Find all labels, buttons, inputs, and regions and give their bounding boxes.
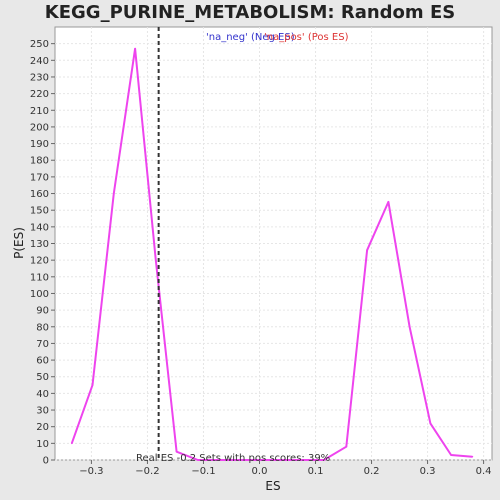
y-tick-label: 180 xyxy=(30,156,49,167)
y-tick-label: 150 xyxy=(30,206,49,217)
y-tick-label: 160 xyxy=(30,189,49,200)
x-tick-label: 0.1 xyxy=(308,466,324,477)
y-tick-label: 10 xyxy=(36,439,49,450)
y-tick-label: 20 xyxy=(36,422,49,433)
y-axis: 0 10 20 30 40 50 60 70 80 90 100 110 120 130 140 150 160… xyxy=(30,39,55,467)
legend-neg: 'na_neg' (Neg ES) xyxy=(206,32,295,43)
data-point xyxy=(408,325,411,328)
y-tick-label: 30 xyxy=(36,406,49,417)
data-point xyxy=(155,259,157,261)
x-axis-label: ES xyxy=(265,479,280,493)
data-point xyxy=(429,422,432,425)
data-point xyxy=(471,455,474,458)
y-tick-label: 90 xyxy=(36,306,49,317)
y-tick-label: 220 xyxy=(30,89,49,100)
y-tick-label: 240 xyxy=(30,56,49,67)
data-point xyxy=(323,459,325,461)
data-point xyxy=(450,454,452,456)
data-point xyxy=(387,201,390,203)
data-point xyxy=(175,450,178,453)
y-tick-label: 60 xyxy=(36,356,49,367)
x-tick-label: −0.1 xyxy=(191,466,215,477)
x-tick-label: −0.2 xyxy=(135,466,159,477)
data-point xyxy=(91,384,94,386)
y-tick-label: 100 xyxy=(30,289,49,300)
data-point xyxy=(134,47,136,50)
y-tick-label: 190 xyxy=(30,139,49,150)
y-tick-label: 170 xyxy=(30,172,49,183)
y-tick-label: 50 xyxy=(36,372,49,383)
data-point xyxy=(345,445,348,448)
series-group xyxy=(70,47,474,461)
data-point xyxy=(197,459,199,461)
y-tick-label: 130 xyxy=(30,239,49,250)
data-point xyxy=(113,192,115,195)
y-tick-label: 230 xyxy=(30,72,49,83)
y-tick-label: 70 xyxy=(36,339,49,350)
y-axis-label: P(ES) xyxy=(12,227,26,259)
legend-pos: 'na_pos' (Pos ES) xyxy=(264,32,349,43)
y-tick-label: 140 xyxy=(30,222,49,233)
data-point xyxy=(366,249,368,251)
y-tick-label: 40 xyxy=(36,389,49,400)
y-tick-label: 110 xyxy=(30,272,49,283)
data-point xyxy=(71,442,73,445)
y-tick-label: 0 xyxy=(43,456,49,467)
x-tick-label: 0.0 xyxy=(252,466,268,477)
y-tick-label: 120 xyxy=(30,256,49,267)
y-tick-label: 80 xyxy=(36,322,49,333)
y-tick-label: 200 xyxy=(30,122,49,133)
y-tick-label: 210 xyxy=(30,106,49,117)
annotation-text: Real ES -0.2 Sets with pos scores: 39% xyxy=(136,453,330,464)
x-tick-label: 0.4 xyxy=(476,466,492,477)
y-tick-label: 250 xyxy=(30,39,49,50)
x-tick-label: −0.3 xyxy=(79,466,103,477)
x-axis: −0.3 −0.2 −0.1 0.0 0.1 0.2 0.3 0.4 xyxy=(79,460,492,477)
grid xyxy=(55,27,492,461)
x-tick-label: 0.3 xyxy=(420,466,436,477)
x-tick-label: 0.2 xyxy=(364,466,380,477)
